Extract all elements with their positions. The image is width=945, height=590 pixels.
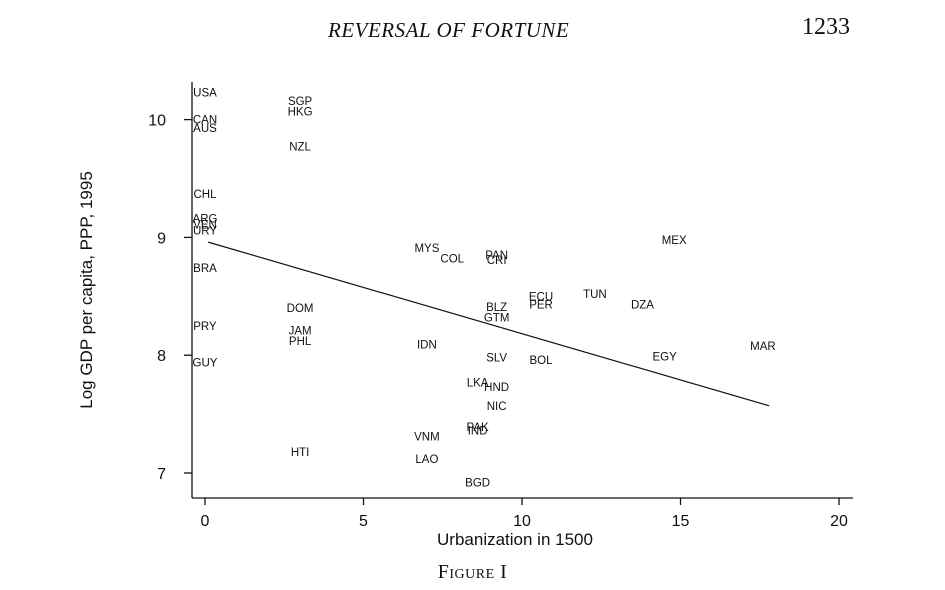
point-label-phl: PHL — [289, 336, 312, 348]
point-label-pak: PAK — [467, 422, 489, 434]
point-label-bgd: BGD — [465, 477, 490, 489]
point-label-blz: BLZ — [486, 302, 507, 314]
chart-axes: 7 8 9 10 0 5 10 15 20 — [148, 82, 853, 530]
point-label-mar: MAR — [750, 341, 776, 353]
point-label-slv: SLV — [486, 353, 507, 365]
point-label-per: PER — [529, 300, 553, 312]
page-number: 1233 — [802, 14, 850, 40]
point-label-dom: DOM — [287, 303, 314, 315]
point-label-mex: MEX — [662, 235, 687, 247]
point-label-ury: URY — [193, 225, 217, 237]
point-label-hti: HTI — [291, 447, 310, 459]
running-head: REVERSAL OF FORTUNE 1233 — [0, 14, 945, 44]
point-label-aus: AUS — [193, 123, 217, 135]
point-label-hnd: HND — [484, 382, 509, 394]
point-label-can: CAN — [193, 115, 217, 127]
point-label-ind: IND — [468, 426, 488, 438]
x-tick-label: 0 — [201, 513, 210, 530]
point-label-usa: USA — [193, 88, 217, 100]
point-label-ven: VEN — [193, 219, 217, 231]
point-label-jam: JAM — [289, 325, 312, 337]
point-label-nzl: NZL — [289, 142, 311, 154]
fit-line-group — [208, 241, 770, 407]
figure-caption: Figure I — [437, 561, 508, 583]
point-label-egy: EGY — [653, 351, 678, 363]
point-label-col: COL — [440, 254, 464, 266]
running-title: REVERSAL OF FORTUNE — [328, 18, 570, 42]
x-tick-label: 5 — [359, 513, 368, 530]
point-label-sgp: SGP — [288, 96, 313, 108]
x-tick-label: 15 — [672, 513, 690, 530]
y-tick-label: 10 — [148, 113, 166, 130]
point-label-bol: BOL — [530, 355, 554, 367]
point-label-lao: LAO — [415, 454, 438, 466]
point-label-ecu: ECU — [529, 291, 553, 303]
y-tick-label: 8 — [157, 348, 166, 365]
y-tick-label: 9 — [157, 230, 166, 247]
point-label-arg: ARG — [193, 214, 218, 226]
x-axis-label: Urbanization in 1500 — [437, 530, 593, 549]
point-label-cri: CRI — [487, 255, 507, 267]
x-tick-label: 10 — [513, 513, 531, 530]
point-label-dza: DZA — [631, 300, 654, 312]
point-label-tun: TUN — [583, 289, 607, 301]
point-label-hkg: HKG — [288, 106, 313, 118]
point-label-idn: IDN — [417, 340, 437, 352]
x-tick-label: 20 — [830, 513, 848, 530]
point-label-pry: PRY — [193, 321, 217, 333]
point-label-nic: NIC — [487, 401, 507, 413]
point-label-pan: PAN — [485, 250, 508, 262]
point-label-gtm: GTM — [484, 313, 510, 325]
point-label-vnm: VNM — [414, 431, 440, 443]
y-tick-label: 7 — [157, 466, 166, 483]
y-axis-label: Log GDP per capita, PPP, 1995 — [77, 171, 96, 409]
point-label-lka: LKA — [467, 377, 489, 389]
point-label-chl: CHL — [193, 189, 217, 201]
point-label-mys: MYS — [414, 243, 439, 255]
point-label-guy: GUY — [193, 357, 218, 369]
point-label-bra: BRA — [193, 263, 217, 275]
fit-line — [208, 241, 770, 407]
